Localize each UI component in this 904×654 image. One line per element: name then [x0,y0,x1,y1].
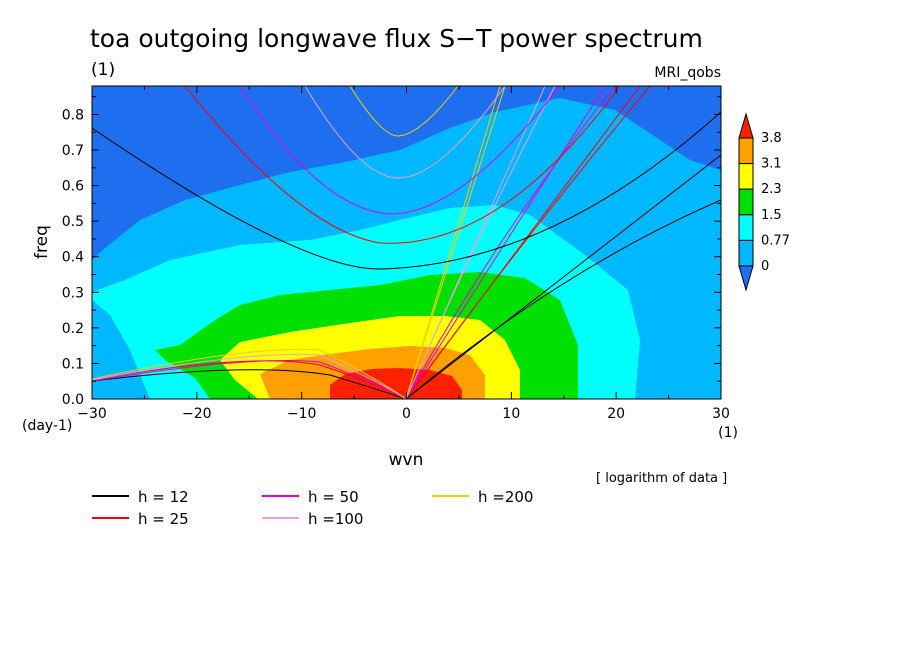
legend-label: h =100 [308,510,363,528]
mrg-curve-h50 [405,86,616,399]
colorbar-segment [738,137,754,165]
y-tick-label: 0.6 [62,179,84,195]
ig-curve-h25 [184,86,621,244]
x-tick-label: 10 [502,406,520,422]
colorbar-segment [738,188,754,216]
er-curve-h200 [92,348,407,399]
mrg-curve-h25 [405,86,651,399]
log-note: [ logarithm of data ] [596,471,727,486]
y-tick-label: 0.4 [62,250,84,266]
x-tick-label: −20 [182,406,212,422]
colorbar-segment [738,163,754,190]
legend-label: h = 12 [138,488,189,506]
ig-curve-h200 [349,86,459,137]
x-unit-label: (1) [718,425,738,441]
colorbar-top-arrow [738,112,754,139]
mrg-curve-h12 [405,199,721,399]
x-tick-label: 20 [607,406,625,422]
x-tick-label: 30 [712,406,730,422]
legend-label: h = 25 [138,510,189,528]
legend-label: h =200 [478,488,533,506]
dispersion-legend: h = 12 h = 25 h = 50 h =100 h =200 [92,488,533,528]
y-tick-label: 0.0 [62,392,84,408]
plot-area [92,86,721,399]
y-tick-label: 0.3 [62,285,84,301]
colorbar-level-label: 1.5 [761,208,782,223]
x-tick-label: 0 [402,406,411,422]
ig-curve-h12 [92,111,721,270]
ig-curve-h100 [304,86,506,179]
ig-curve-h50 [239,86,561,215]
y-axis-label: freq [32,225,52,259]
legend-label: h = 50 [308,488,359,506]
y-tick-label: 0.5 [62,214,84,230]
er-curve-h50 [92,360,407,399]
colorbar: 3.8 3.1 2.3 1.5 0.77 0 [738,112,790,292]
y-tick-label: 0.2 [62,321,84,337]
kelvin-curve-h200 [405,86,501,399]
mrg-curve-h200 [405,86,506,399]
y-tick-label: 0.8 [62,107,84,123]
x-axis: −30 −20 −10 0 10 20 30 [77,86,730,422]
mrg-curve-h100 [405,86,556,399]
x-tick-label: −30 [77,406,107,422]
y-unit-label: (day-1) [22,418,72,434]
chart-subtitle: (1) [91,60,115,80]
chart-title: toa outgoing longwave flux S−T power spe… [90,24,703,53]
colorbar-level-label: 2.3 [761,182,782,197]
colorbar-segment [738,214,754,241]
kelvin-curve-h50 [405,86,606,399]
colorbar-level-label: 0.77 [761,233,790,248]
y-axis: 0.0 0.1 0.2 0.3 0.4 0.5 0.6 0.7 0.8 [62,96,721,408]
model-label: MRI_qobs [654,65,721,81]
er-curve-h12 [92,369,407,399]
colorbar-segment [738,239,754,267]
x-tick-label: −10 [287,406,317,422]
colorbar-level-label: 3.1 [761,157,782,172]
colorbar-bottom-arrow [738,265,754,292]
y-tick-label: 0.7 [62,143,84,159]
colorbar-level-label: 0 [761,259,769,274]
x-axis-label: wvn [389,450,424,470]
colorbar-level-label: 3.8 [761,131,782,146]
y-tick-label: 0.1 [62,356,84,372]
kelvin-curve-h12 [405,154,721,399]
er-curve-h100 [92,353,407,399]
